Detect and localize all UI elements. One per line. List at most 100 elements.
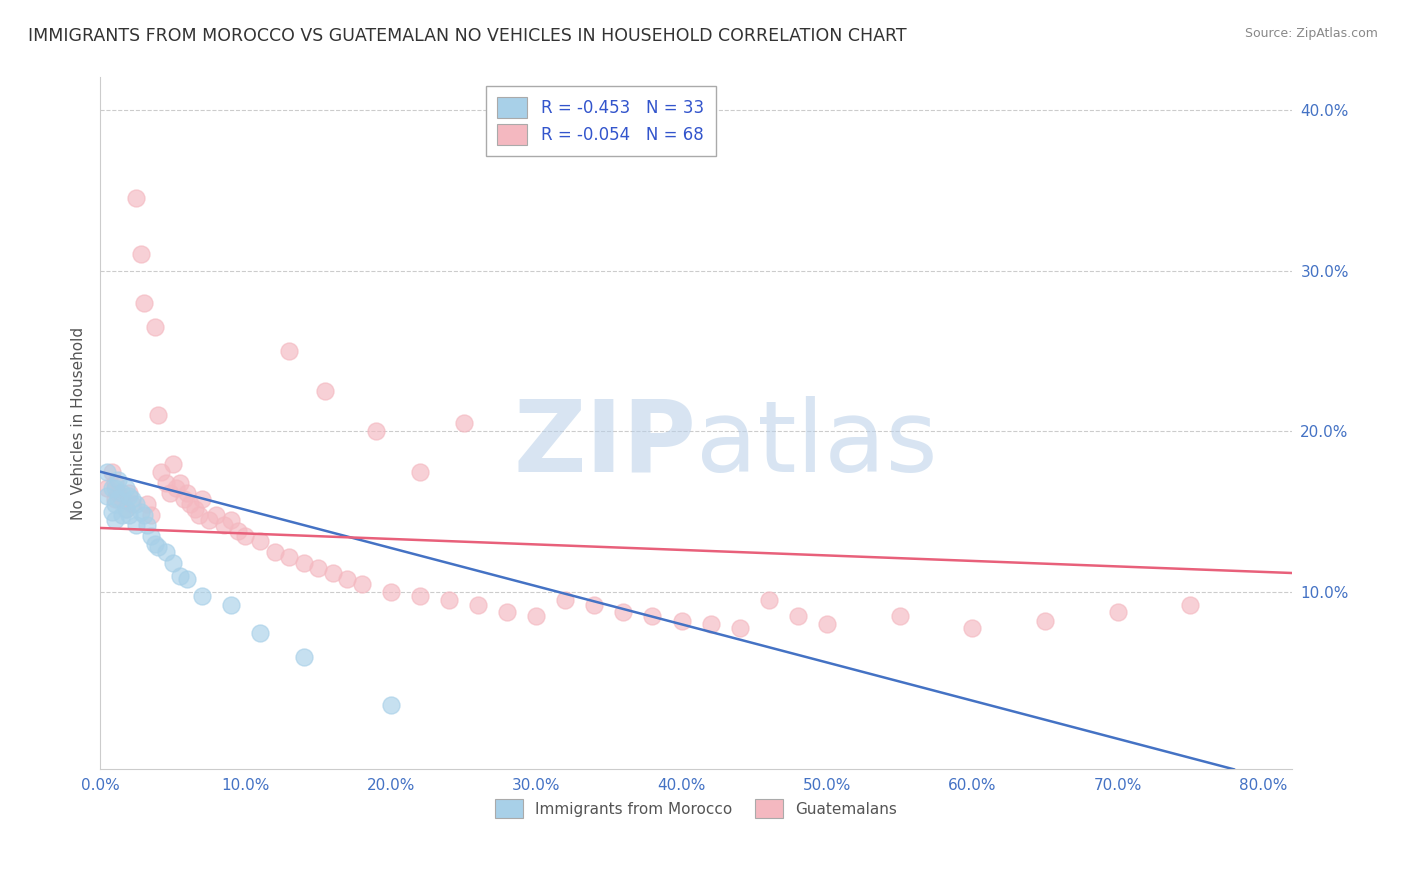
Point — [107, 491, 129, 506]
Point — [183, 501, 205, 516]
Point — [135, 517, 157, 532]
Point — [453, 417, 475, 431]
Point — [173, 491, 195, 506]
Point — [176, 485, 198, 500]
Point — [1033, 614, 1056, 628]
Point — [699, 617, 721, 632]
Point — [263, 545, 285, 559]
Point — [671, 614, 693, 628]
Point — [176, 573, 198, 587]
Point — [135, 497, 157, 511]
Point — [226, 524, 249, 538]
Point — [437, 593, 460, 607]
Point — [219, 513, 242, 527]
Point — [612, 605, 634, 619]
Point — [121, 497, 143, 511]
Point — [889, 609, 911, 624]
Point — [104, 513, 127, 527]
Point — [115, 501, 138, 516]
Point — [100, 465, 122, 479]
Point — [169, 569, 191, 583]
Text: IMMIGRANTS FROM MOROCCO VS GUATEMALAN NO VEHICLES IN HOUSEHOLD CORRELATION CHART: IMMIGRANTS FROM MOROCCO VS GUATEMALAN NO… — [28, 27, 907, 45]
Point — [107, 473, 129, 487]
Text: atlas: atlas — [696, 396, 938, 492]
Point — [132, 508, 155, 522]
Point — [118, 485, 141, 500]
Point — [366, 425, 388, 439]
Point — [96, 465, 118, 479]
Point — [118, 508, 141, 522]
Legend: Immigrants from Morocco, Guatemalans: Immigrants from Morocco, Guatemalans — [489, 793, 903, 824]
Point — [322, 566, 344, 580]
Point — [198, 513, 221, 527]
Point — [249, 625, 271, 640]
Point — [191, 589, 214, 603]
Point — [380, 585, 402, 599]
Point — [148, 541, 170, 555]
Point — [292, 557, 315, 571]
Point — [129, 505, 152, 519]
Point — [139, 529, 162, 543]
Point — [162, 557, 184, 571]
Point — [758, 593, 780, 607]
Point — [960, 621, 983, 635]
Point — [96, 489, 118, 503]
Point — [132, 295, 155, 310]
Point — [728, 621, 751, 635]
Point — [155, 475, 177, 490]
Point — [104, 481, 127, 495]
Point — [143, 319, 166, 334]
Point — [115, 481, 138, 495]
Point — [115, 501, 138, 516]
Point — [278, 343, 301, 358]
Point — [111, 508, 134, 522]
Point — [191, 491, 214, 506]
Point — [155, 545, 177, 559]
Point — [314, 384, 336, 399]
Text: Source: ZipAtlas.com: Source: ZipAtlas.com — [1244, 27, 1378, 40]
Point — [169, 475, 191, 490]
Point — [409, 589, 432, 603]
Point — [159, 485, 181, 500]
Point — [121, 491, 143, 506]
Point — [125, 517, 148, 532]
Point — [583, 598, 606, 612]
Point — [104, 475, 127, 490]
Point — [336, 573, 359, 587]
Point — [150, 465, 173, 479]
Point — [179, 497, 201, 511]
Point — [104, 497, 127, 511]
Point — [100, 481, 122, 495]
Point — [96, 481, 118, 495]
Point — [125, 191, 148, 205]
Point — [148, 409, 170, 423]
Point — [641, 609, 664, 624]
Point — [129, 247, 152, 261]
Point — [380, 698, 402, 712]
Point — [188, 508, 211, 522]
Point — [219, 598, 242, 612]
Text: ZIP: ZIP — [513, 396, 696, 492]
Point — [111, 485, 134, 500]
Point — [350, 577, 373, 591]
Point — [278, 549, 301, 564]
Y-axis label: No Vehicles in Household: No Vehicles in Household — [72, 326, 86, 520]
Point — [139, 508, 162, 522]
Point — [815, 617, 838, 632]
Point — [786, 609, 808, 624]
Point — [307, 561, 329, 575]
Point — [162, 457, 184, 471]
Point — [125, 497, 148, 511]
Point — [235, 529, 257, 543]
Point — [249, 533, 271, 548]
Point — [292, 649, 315, 664]
Point — [1180, 598, 1202, 612]
Point — [118, 489, 141, 503]
Point — [111, 491, 134, 506]
Point — [143, 537, 166, 551]
Point — [524, 609, 547, 624]
Point — [104, 491, 127, 506]
Point — [165, 481, 187, 495]
Point — [107, 485, 129, 500]
Point — [554, 593, 576, 607]
